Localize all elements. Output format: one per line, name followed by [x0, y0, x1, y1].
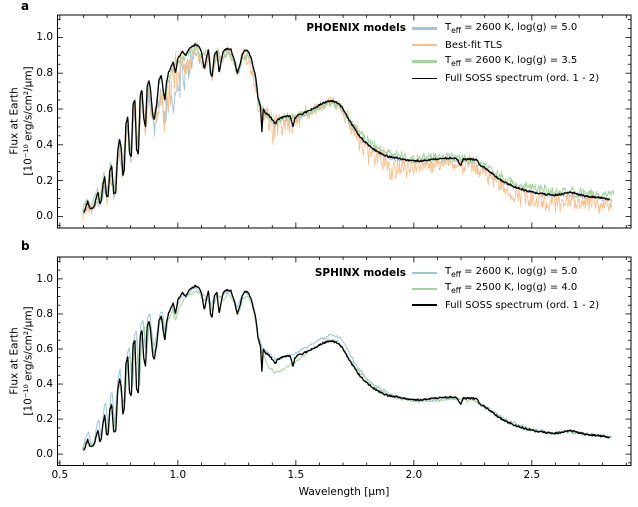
- legend-label: Full SOSS spectrum (ord. 1 - 2): [445, 299, 600, 311]
- legend-item: Teff = 2600 K, log(g) = 5.0: [412, 266, 578, 280]
- panel-a-letter: a: [21, 0, 30, 13]
- y-tick-label: 1.0: [36, 272, 53, 285]
- series-a-3: [83, 43, 610, 214]
- legend-item: Teff = 2600 K, log(g) = 3.5: [412, 55, 577, 68]
- legend-line-swatch: [412, 77, 437, 80]
- legend-label: Teff = 2600 K, log(g) = 3.5: [445, 54, 578, 68]
- legend-line-swatch: [412, 43, 437, 47]
- panel-b-title: SPHINX models: [314, 266, 406, 279]
- panel-a: [57, 14, 632, 229]
- y-tick-label: 1.0: [36, 31, 53, 44]
- y-label-line1: Flux at Earth: [8, 87, 21, 155]
- panel-frame: [57, 14, 632, 229]
- x-tick-label: 1.5: [287, 469, 305, 481]
- series-b-1: [81, 290, 613, 450]
- y-tick-label: 0.2: [36, 413, 53, 426]
- legend-line-swatch: [412, 60, 437, 64]
- x-tick-label: 1.0: [169, 469, 187, 481]
- y-label-line1: Flux at Earth: [8, 327, 21, 395]
- panel-a-y-axis-label: Flux at Earth [10⁻¹⁰ erg/s/cm²/μm]: [9, 66, 36, 175]
- x-tick-label: 2.0: [405, 469, 423, 481]
- panel-b-y-axis-label: Flux at Earth [10⁻¹⁰ erg/s/cm²/μm]: [9, 306, 36, 415]
- legend-line-swatch: [412, 27, 437, 30]
- panel-frame: [57, 256, 632, 466]
- legend-item: Teff = 2500 K, log(g) = 4.0: [412, 282, 578, 296]
- legend-label: Full SOSS spectrum (ord. 1 - 2): [445, 72, 600, 84]
- legend-item: Full SOSS spectrum (ord. 1 - 2): [412, 299, 599, 312]
- x-tick-label: 0.5: [51, 469, 69, 481]
- y-label-line2: [10⁻¹⁰ erg/s/cm²/μm]: [22, 66, 34, 176]
- panel-b-letter: b: [21, 239, 30, 253]
- legend-label: Teff = 2600 K, log(g) = 5.0: [445, 266, 578, 279]
- y-tick-label: 0.2: [36, 174, 53, 187]
- legend-label: Teff = 2500 K, log(g) = 4.0: [445, 282, 578, 295]
- series-a-2: [82, 44, 615, 213]
- y-label-line2: [10⁻¹⁰ erg/s/cm²/μm]: [22, 306, 34, 416]
- y-tick-label: 0.4: [36, 378, 53, 391]
- y-tick-label: 0.4: [36, 138, 53, 151]
- legend-item: Teff = 2600 K, log(g) = 5.0: [412, 22, 577, 35]
- y-tick-label: 0.8: [36, 67, 53, 80]
- legend-label: Teff = 2600 K, log(g) = 5.0: [445, 21, 578, 35]
- y-tick-label: 0.8: [36, 307, 53, 320]
- series-b-2: [83, 284, 610, 451]
- y-tick-label: 0.6: [36, 342, 53, 355]
- panel-b: [57, 256, 632, 466]
- legend-line-swatch: [412, 287, 437, 291]
- legend-item: Full SOSS spectrum (ord. 1 - 2): [412, 72, 599, 85]
- x-axis-label: Wavelength [μm]: [298, 486, 390, 498]
- legend-line-swatch: [412, 271, 437, 275]
- panel-a-title: PHOENIX models: [306, 22, 406, 34]
- legend-label: Best-fit TLS: [445, 39, 503, 51]
- y-tick-label: 0.0: [36, 448, 53, 461]
- legend-item: Best-fit TLS: [412, 39, 502, 52]
- y-tick-label: 0.0: [36, 210, 53, 223]
- legend-line-swatch: [412, 304, 437, 306]
- y-tick-label: 0.6: [36, 102, 53, 115]
- x-tick-label: 2.5: [523, 469, 541, 481]
